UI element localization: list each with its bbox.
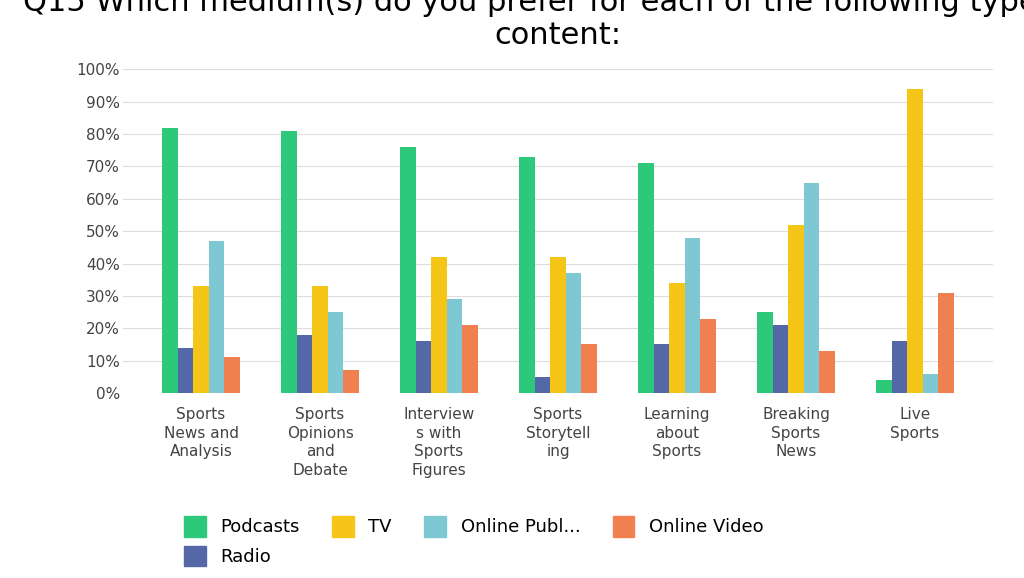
Bar <box>788 225 804 393</box>
Bar <box>566 273 582 393</box>
Bar <box>519 157 535 393</box>
Bar <box>416 341 431 393</box>
Bar <box>700 318 716 393</box>
Bar <box>209 241 224 393</box>
Bar <box>312 286 328 393</box>
Bar <box>773 325 788 393</box>
Bar <box>582 344 597 393</box>
Bar <box>923 373 938 393</box>
Bar <box>178 348 194 393</box>
Bar <box>163 128 178 393</box>
Bar <box>400 147 416 393</box>
Bar <box>907 89 923 393</box>
Bar <box>685 238 700 393</box>
Title: Q15 Which medium(s) do you prefer for each of the following types of
content:: Q15 Which medium(s) do you prefer for ea… <box>24 0 1024 50</box>
Bar <box>819 351 835 393</box>
Bar <box>670 283 685 393</box>
Bar <box>282 131 297 393</box>
Bar <box>224 357 240 393</box>
Bar <box>535 377 550 393</box>
Bar <box>550 257 566 393</box>
Bar <box>297 335 312 393</box>
Bar <box>638 163 654 393</box>
Bar <box>892 341 907 393</box>
Bar <box>431 257 446 393</box>
Bar <box>328 312 343 393</box>
Bar <box>654 344 670 393</box>
Bar <box>194 286 209 393</box>
Bar <box>343 370 358 393</box>
Bar <box>462 325 478 393</box>
Bar <box>804 183 819 393</box>
Bar <box>446 299 462 393</box>
Bar <box>877 380 892 393</box>
Legend: Podcasts, Radio, TV, Online Publ..., Online Video: Podcasts, Radio, TV, Online Publ..., Onl… <box>184 516 764 566</box>
Bar <box>758 312 773 393</box>
Bar <box>938 292 953 393</box>
